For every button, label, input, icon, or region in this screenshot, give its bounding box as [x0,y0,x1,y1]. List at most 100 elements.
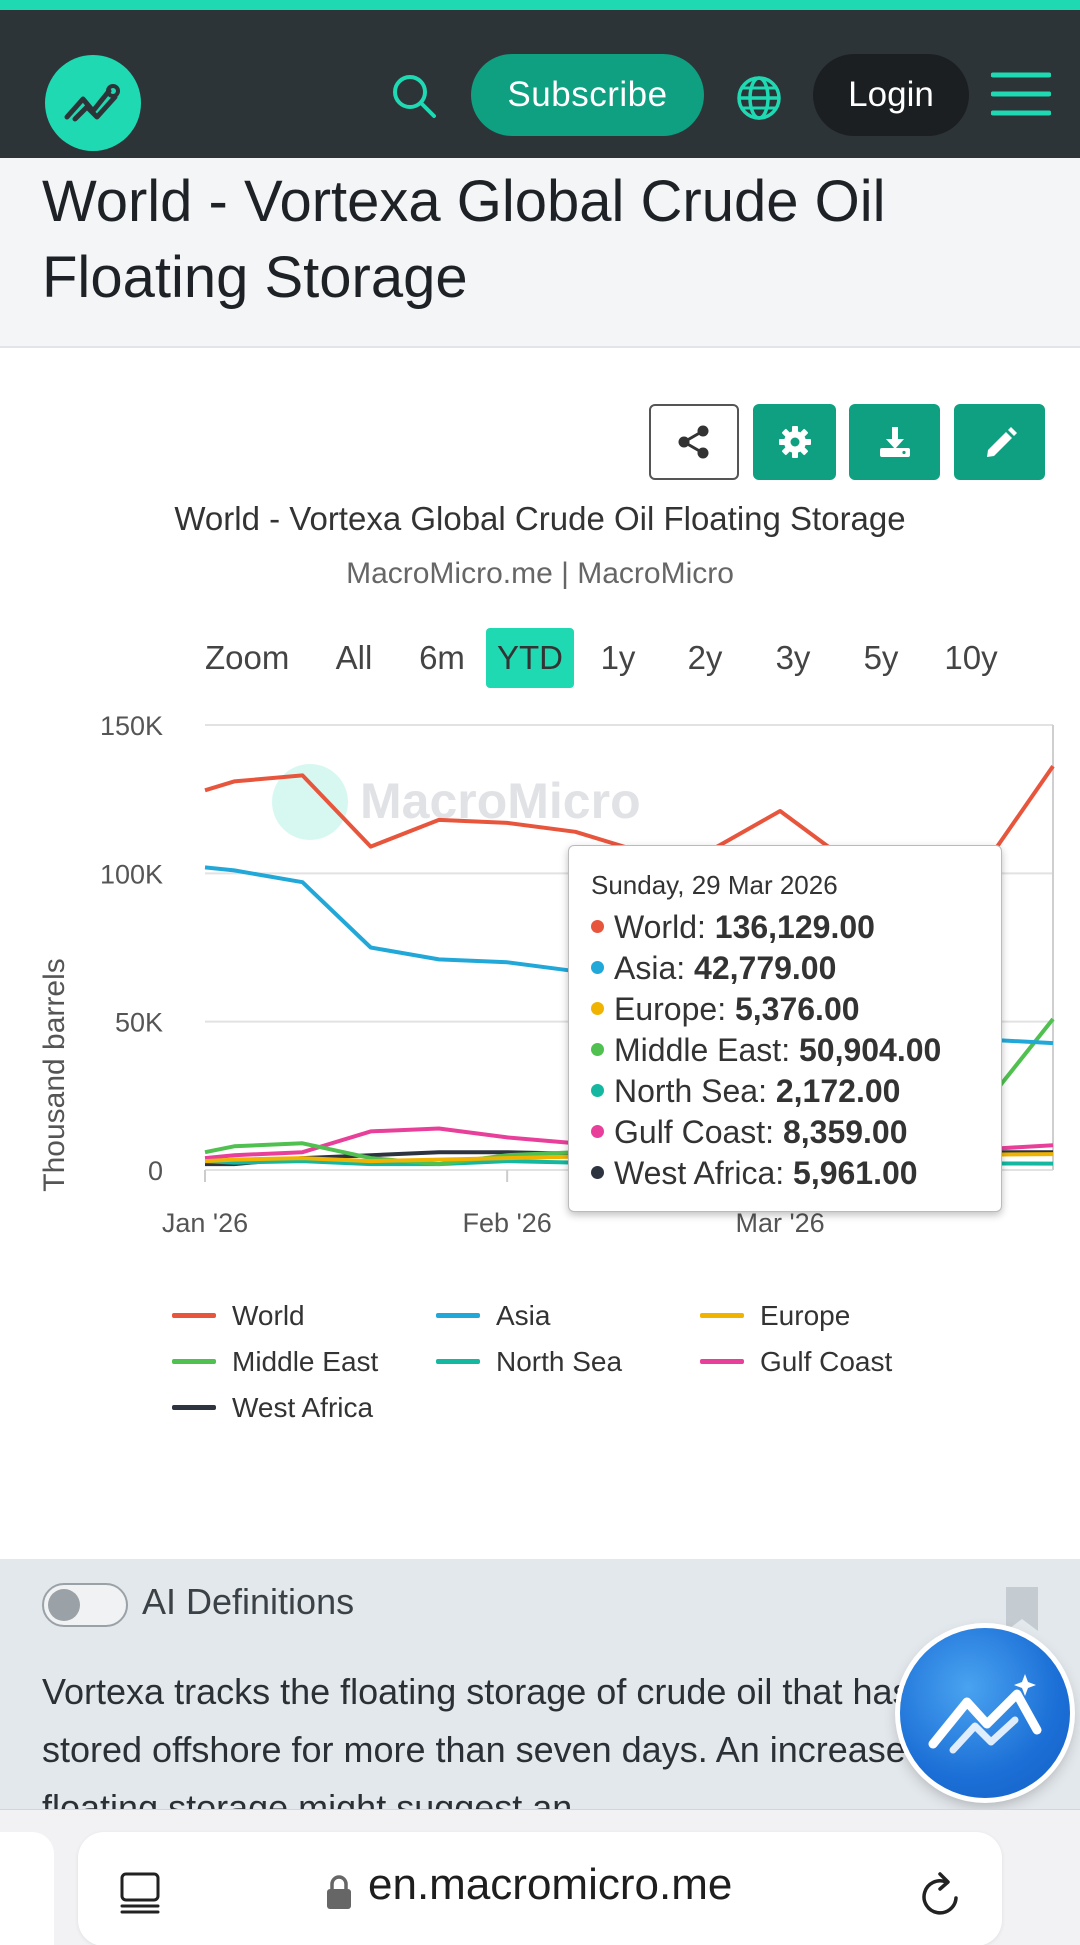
tooltip-row: Europe: 5,376.00 [591,989,1001,1030]
bookmark-icon[interactable] [1004,1585,1040,1633]
zoom-label: Zoom [205,639,290,676]
ai-definition-text: Vortexa tracks the floating storage of c… [42,1671,1004,1809]
tooltip-series-name: Asia: [614,950,695,986]
ai-definitions-label: AI Definitions [142,1581,355,1622]
y-tick-label: 50K [115,1008,163,1038]
pencil-icon [986,427,1017,457]
edit-button[interactable] [954,404,1045,480]
tooltip-row: Asia: 42,779.00 [591,948,1001,989]
tooltip-row: Gulf Coast: 8,359.00 [591,1112,1001,1153]
tooltip-row: Middle East: 50,904.00 [591,1030,1001,1071]
legend-label: World [232,1300,305,1331]
x-tick-label: Feb '26 [463,1208,552,1238]
tooltip-value: 42,779.00 [694,950,837,986]
legend-label: West Africa [232,1392,374,1423]
top-accent-strip [0,0,1080,10]
legend-item-north-sea[interactable]: North Sea [436,1342,622,1382]
toggle-knob [48,1589,80,1621]
previous-tab[interactable] [0,1832,54,1945]
y-tick-label: 100K [100,859,163,889]
legend-swatch [436,1313,480,1319]
legend-item-west-africa[interactable]: West Africa [172,1388,373,1428]
globe-icon[interactable] [731,70,787,126]
tooltip-value: 2,172.00 [775,1073,901,1109]
legend-item-gulf-coast[interactable]: Gulf Coast [700,1342,892,1382]
legend-item-world[interactable]: World [172,1296,305,1336]
range-selector: Zoom All 6m YTD 1y 2y 3y 5y 10y [0,628,1080,688]
chart-title: World - Vortexa Global Crude Oil Floatin… [174,500,906,537]
legend-item-asia[interactable]: Asia [436,1296,550,1336]
tooltip-series-name: Europe: [614,991,735,1027]
chart-settings-button[interactable] [753,404,836,480]
tooltip-series-name: Gulf Coast: [614,1114,783,1150]
tooltip-series-name: North Sea: [614,1073,776,1109]
tooltip-series-name: Middle East: [614,1032,799,1068]
range-2y-button[interactable]: 2y [687,639,723,676]
login-button[interactable]: Login [813,54,969,136]
ai-definitions-toggle[interactable] [42,1583,128,1627]
legend-label: Middle East [232,1346,379,1377]
legend-label: Gulf Coast [760,1346,893,1377]
legend-swatch [172,1313,216,1319]
x-tick-label: Jan '26 [162,1208,248,1238]
legend-item-europe[interactable]: Europe [700,1296,850,1336]
download-button[interactable] [849,404,940,480]
x-tick-label: Mar '26 [735,1208,824,1238]
tooltip-value: 50,904.00 [798,1032,942,1068]
tooltip-value: 8,359.00 [782,1114,908,1150]
legend-label: North Sea [496,1346,623,1377]
tooltip-value: 5,376.00 [734,991,860,1027]
reload-icon[interactable] [918,1870,964,1918]
y-tick-label: 0 [148,1156,163,1186]
tooltip-value: 5,961.00 [793,1155,918,1191]
legend-label: Asia [496,1300,551,1331]
legend-item-middle-east[interactable]: Middle East [172,1342,378,1382]
tooltip-dot [591,1166,604,1180]
ai-assistant-button[interactable] [900,1628,1070,1798]
url-text: en.macromicro.me [368,1860,733,1909]
tooltip-dot [591,1125,604,1139]
tooltip-dot [591,920,604,934]
menu-icon[interactable] [990,66,1052,122]
legend-swatch [172,1359,216,1365]
download-icon [879,427,910,457]
tooltip-dot [591,1043,604,1057]
tooltip-row: West Africa: 5,961.00 [591,1153,1001,1194]
tooltip-value: 136,129.00 [714,909,875,945]
tabs-icon[interactable] [118,1870,162,1914]
browser-bottom-bar: en.macromicro.me [0,1809,1080,1945]
logo-icon[interactable] [45,55,141,151]
range-10y-button[interactable]: 10y [944,639,998,676]
range-6m-button[interactable]: 6m [419,639,465,676]
tooltip-series-name: West Africa: [614,1155,794,1191]
subscribe-button[interactable]: Subscribe [471,54,704,136]
lock-icon [327,1875,351,1909]
legend-label: Europe [760,1300,851,1331]
range-all-button[interactable]: All [335,639,373,676]
tooltip-row: North Sea: 2,172.00 [591,1071,1001,1112]
page-title: World - Vortexa Global Crude Oil Floatin… [42,169,886,310]
gear-icon [778,426,811,458]
watermark: MacroMicro [272,764,641,840]
share-button[interactable] [649,404,739,480]
range-1y-button[interactable]: 1y [600,639,636,676]
share-icon [678,425,709,459]
search-icon[interactable] [386,68,442,124]
range-3y-button[interactable]: 3y [775,639,811,676]
tooltip-date: Sunday, 29 Mar 2026 [591,870,838,900]
legend-swatch [436,1359,480,1365]
range-5y-button[interactable]: 5y [863,639,899,676]
ai-sparkle-chart-icon [928,1674,1042,1754]
address-bar[interactable]: en.macromicro.me [78,1832,1002,1945]
watermark-text: MacroMicro [360,773,641,829]
tooltip-dot [591,1002,604,1016]
y-axis-label: Thousand barrels [38,958,71,1191]
tooltip-series-name: World: [614,909,715,945]
y-tick-label: 150K [100,711,163,741]
legend-swatch [700,1313,744,1319]
title-area: World - Vortexa Global Crude Oil Floatin… [0,158,1080,348]
legend-swatch [172,1405,216,1411]
legend-swatch [700,1359,744,1365]
range-ytd-button[interactable]: YTD [486,628,574,688]
ai-definitions-section: AI Definitions Vortexa tracks the floati… [0,1559,1080,1809]
